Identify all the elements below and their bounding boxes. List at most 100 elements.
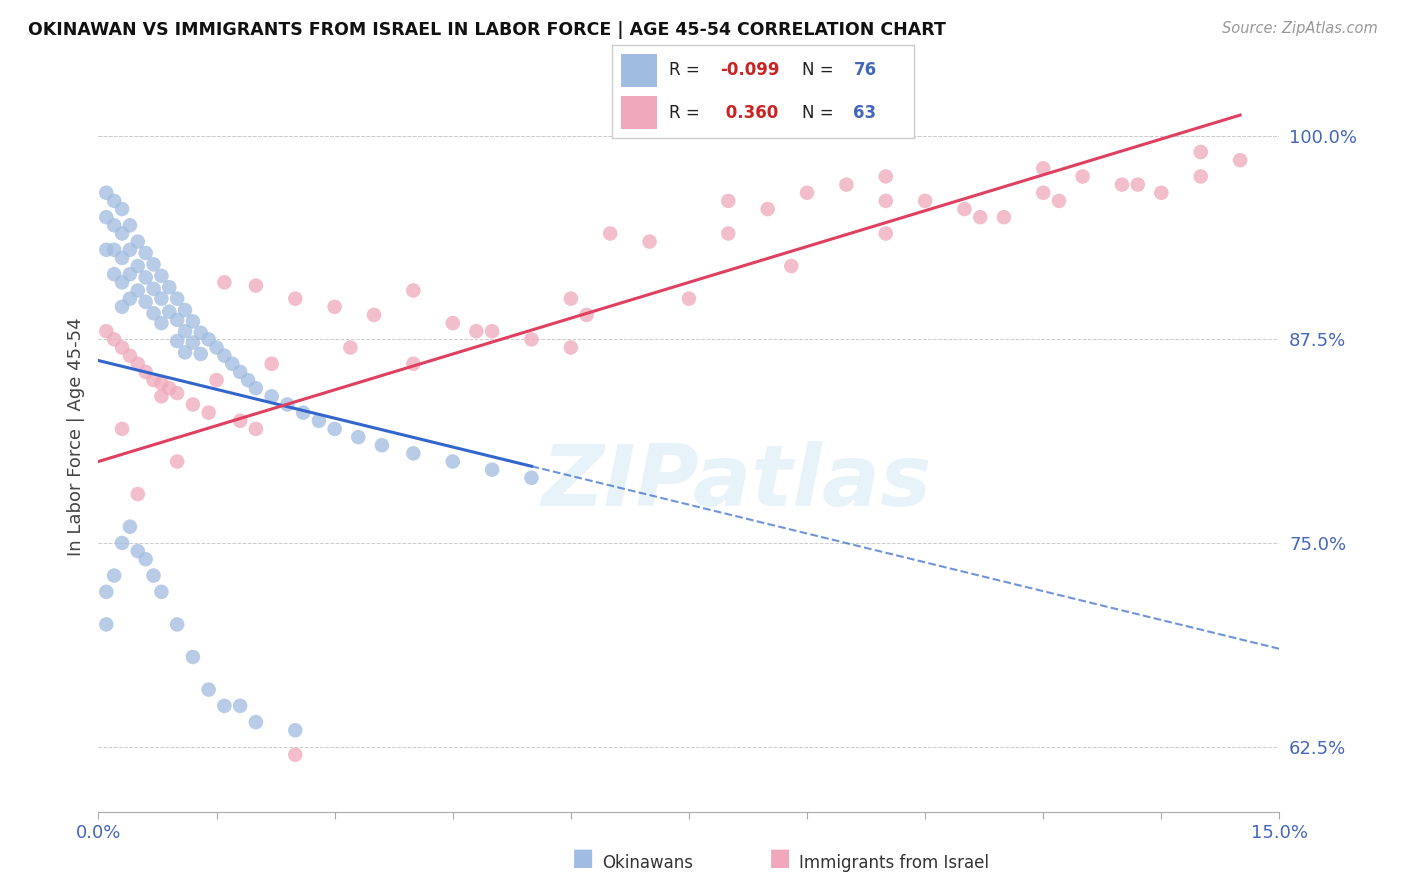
Point <box>1032 186 1054 200</box>
Point <box>127 487 149 501</box>
Point <box>229 414 252 428</box>
Point <box>166 386 188 401</box>
Point <box>214 349 236 363</box>
Point <box>103 568 125 582</box>
Point <box>142 306 165 320</box>
Point <box>292 406 315 420</box>
Point <box>118 243 141 257</box>
Point <box>284 747 307 762</box>
Point <box>174 324 197 338</box>
Point <box>1111 178 1133 192</box>
Point <box>214 698 236 713</box>
Point <box>111 251 134 265</box>
Point <box>1047 194 1070 208</box>
Point <box>135 270 157 285</box>
Point <box>135 365 157 379</box>
Point <box>174 345 197 359</box>
Text: N =: N = <box>801 62 839 79</box>
Point <box>221 357 243 371</box>
Point <box>969 210 991 224</box>
Point <box>205 341 228 355</box>
Point <box>111 536 134 550</box>
Point <box>111 276 134 290</box>
Point <box>150 268 173 283</box>
Point <box>441 454 464 468</box>
Point <box>914 194 936 208</box>
Text: -0.099: -0.099 <box>720 62 780 79</box>
Point <box>157 304 180 318</box>
Point <box>875 194 897 208</box>
Point <box>875 169 897 184</box>
Point <box>96 210 118 224</box>
Point <box>323 422 346 436</box>
Point <box>118 519 141 533</box>
Point <box>363 308 385 322</box>
Point <box>756 202 779 216</box>
Point <box>402 357 425 371</box>
Point <box>347 430 370 444</box>
Point <box>402 284 425 298</box>
Point <box>103 219 125 233</box>
Text: Immigrants from Israel: Immigrants from Israel <box>799 855 988 872</box>
Point <box>575 308 598 322</box>
Point <box>166 617 188 632</box>
Point <box>371 438 394 452</box>
Point <box>1189 145 1212 159</box>
Point <box>481 463 503 477</box>
Point <box>174 303 197 318</box>
Point <box>1032 161 1054 176</box>
Point <box>96 243 118 257</box>
Point <box>520 332 543 346</box>
Point <box>678 292 700 306</box>
Text: ■: ■ <box>572 846 595 870</box>
Point <box>339 341 361 355</box>
Point <box>284 723 307 738</box>
Point <box>127 235 149 249</box>
Point <box>127 259 149 273</box>
Point <box>142 373 165 387</box>
Point <box>402 446 425 460</box>
Point <box>96 617 118 632</box>
Point <box>142 282 165 296</box>
Point <box>127 357 149 371</box>
Point <box>181 314 204 328</box>
Point <box>638 235 661 249</box>
Point <box>127 284 149 298</box>
Point <box>236 373 259 387</box>
Point <box>135 552 157 566</box>
Point <box>214 276 236 290</box>
Point <box>111 300 134 314</box>
Point <box>118 219 141 233</box>
Text: R =: R = <box>669 62 704 79</box>
Point <box>1189 169 1212 184</box>
Point <box>284 292 307 306</box>
Point <box>127 544 149 558</box>
Text: R =: R = <box>669 103 704 121</box>
Point <box>166 313 188 327</box>
Text: OKINAWAN VS IMMIGRANTS FROM ISRAEL IN LABOR FORCE | AGE 45-54 CORRELATION CHART: OKINAWAN VS IMMIGRANTS FROM ISRAEL IN LA… <box>28 21 946 39</box>
Text: ■: ■ <box>769 846 792 870</box>
Point <box>1126 178 1149 192</box>
Point <box>197 682 219 697</box>
Point <box>229 365 252 379</box>
Point <box>142 568 165 582</box>
Point <box>118 292 141 306</box>
Point <box>260 357 283 371</box>
Point <box>260 389 283 403</box>
Point <box>181 650 204 665</box>
Point <box>993 210 1015 224</box>
Point <box>875 227 897 241</box>
Point <box>142 257 165 271</box>
Point <box>1071 169 1094 184</box>
Point <box>157 280 180 294</box>
Text: Source: ZipAtlas.com: Source: ZipAtlas.com <box>1222 21 1378 37</box>
Point <box>1229 153 1251 168</box>
Point <box>599 227 621 241</box>
Point <box>520 471 543 485</box>
Point <box>441 316 464 330</box>
Point <box>323 300 346 314</box>
Point <box>465 324 488 338</box>
Point <box>197 406 219 420</box>
Point <box>96 584 118 599</box>
Point <box>181 397 204 411</box>
